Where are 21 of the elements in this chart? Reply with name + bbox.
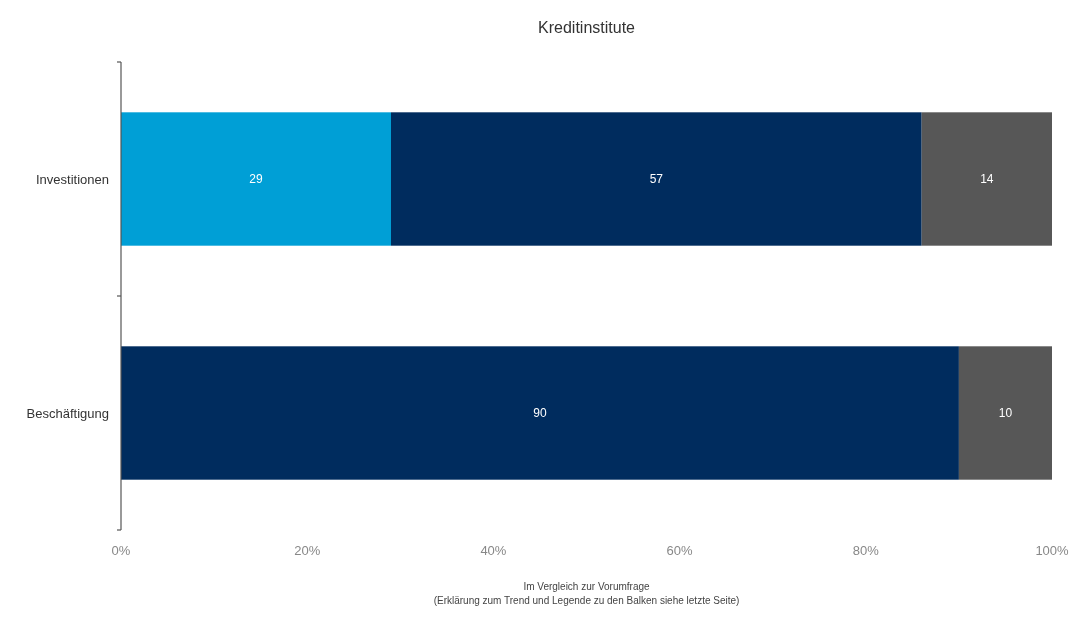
bar bbox=[121, 346, 959, 480]
bar bbox=[390, 112, 922, 246]
data-label: 90 bbox=[533, 406, 547, 421]
bar bbox=[958, 346, 1052, 480]
bar bbox=[921, 112, 1052, 246]
bar bbox=[121, 112, 391, 246]
data-label: 57 bbox=[649, 172, 664, 187]
text: (Erklärung zum Trend und Legende zu den Balken siehe letzte Seite) bbox=[433, 595, 740, 606]
y-tick-label: Beschäftigung bbox=[26, 405, 109, 421]
x-tick-label: 20% bbox=[294, 543, 321, 558]
x-tick-label: 60% bbox=[666, 543, 694, 558]
data-label: 29 bbox=[249, 172, 263, 187]
x-tick-label: 0% bbox=[111, 543, 131, 558]
text: Im Vergleich zur Vorumfrage bbox=[523, 581, 651, 592]
y-tick-label: Investitionen bbox=[36, 171, 109, 187]
x-tick-label: 80% bbox=[852, 543, 880, 558]
x-tick-label: 100% bbox=[1035, 543, 1070, 558]
data-label: 14 bbox=[980, 172, 994, 187]
chart-title: Kreditinstitute bbox=[538, 19, 636, 36]
x-tick-label: 40% bbox=[480, 543, 507, 558]
data-label: 10 bbox=[998, 406, 1013, 421]
